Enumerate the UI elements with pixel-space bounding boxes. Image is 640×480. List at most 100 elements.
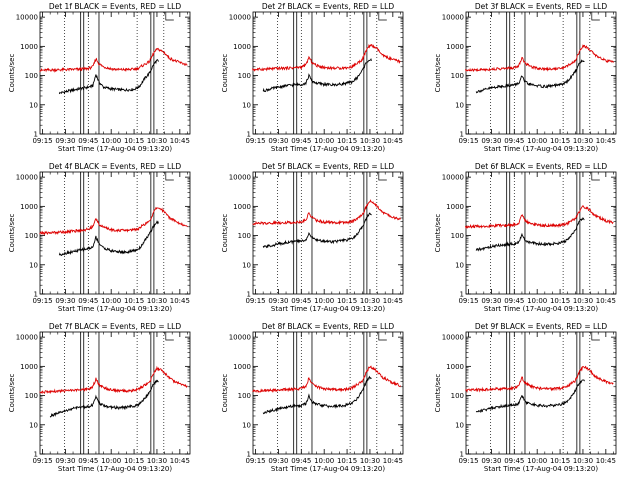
events-series-line — [475, 59, 585, 94]
x-tick-label: 09:15 — [245, 457, 265, 465]
y-tick-label: 1000 — [20, 363, 38, 371]
y-tick-label: 10000 — [16, 174, 38, 182]
corner-marker — [591, 12, 600, 21]
panel-title: Det 9f BLACK = Events, RED = LLD — [475, 322, 608, 331]
x-tick-label: 10:15 — [124, 457, 144, 465]
lld-series-line — [252, 365, 401, 394]
y-tick-label: 10000 — [442, 14, 464, 22]
x-tick-label: 09:30 — [55, 137, 75, 145]
x-tick-label: 09:30 — [268, 137, 288, 145]
x-axis-label: Start Time (17-Aug-04 09:13:20) — [271, 145, 385, 153]
corner-marker — [378, 12, 387, 21]
y-tick-label: 1000 — [233, 203, 251, 211]
x-tick-label: 09:30 — [55, 297, 75, 305]
y-tick-label: 1 — [34, 291, 38, 299]
lld-series-line — [465, 44, 614, 72]
detector-panel: 1 10 100 1000 10000 09:15 09:30 09:45 10:00 10:15… — [434, 322, 617, 473]
panel-title: Det 3f BLACK = Events, RED = LLD — [475, 2, 608, 11]
x-tick-label: 10:00 — [314, 137, 334, 145]
y-tick-label: 1000 — [20, 43, 38, 51]
y-tick-label: 10000 — [16, 334, 38, 342]
y-tick-label: 100 — [25, 72, 38, 80]
y-tick-label: 1000 — [20, 203, 38, 211]
y-tick-label: 100 — [25, 232, 38, 240]
y-tick-label: 1 — [247, 291, 251, 299]
x-tick-label: 10:30 — [360, 457, 380, 465]
x-tick-label: 10:30 — [147, 457, 167, 465]
x-tick-label: 10:00 — [314, 297, 334, 305]
x-tick-label: 10:45 — [170, 297, 190, 305]
y-tick-label: 10000 — [229, 334, 251, 342]
panel-title: Det 6f BLACK = Events, RED = LLD — [475, 162, 608, 171]
events-series-line — [475, 217, 585, 252]
x-tick-label: 09:15 — [458, 137, 478, 145]
x-tick-label: 09:45 — [291, 137, 311, 145]
x-tick-label: 10:45 — [383, 137, 403, 145]
x-tick-label: 10:15 — [337, 137, 357, 145]
x-tick-label: 10:15 — [337, 297, 357, 305]
y-tick-label: 10 — [242, 261, 251, 269]
detector-panel: 1 10 100 1000 10000 09:15 09:30 09:45 10:00 10:15… — [8, 322, 191, 473]
detector-panel: 1 10 100 1000 10000 09:15 09:30 09:45 10:00 10:15… — [434, 2, 617, 153]
y-tick-label: 100 — [238, 232, 251, 240]
x-tick-label: 09:45 — [78, 457, 98, 465]
x-tick-label: 09:45 — [78, 297, 98, 305]
corner-marker — [591, 172, 600, 181]
y-tick-label: 1000 — [446, 203, 464, 211]
lld-series-line — [465, 365, 614, 394]
panel-title: Det 5f BLACK = Events, RED = LLD — [262, 162, 395, 171]
events-series-line — [475, 379, 585, 414]
events-series-line — [262, 57, 372, 93]
plot-frame — [465, 331, 617, 455]
detector-panel: 1 10 100 1000 10000 09:15 09:30 09:45 10:00 10:15… — [8, 2, 191, 153]
corner-marker — [378, 332, 387, 341]
x-tick-label: 10:45 — [170, 137, 190, 145]
y-tick-label: 10 — [242, 101, 251, 109]
lld-series-line — [39, 206, 188, 236]
y-tick-label: 1000 — [233, 43, 251, 51]
x-axis-label: Start Time (17-Aug-04 09:13:20) — [484, 145, 598, 153]
corner-marker — [165, 332, 174, 341]
lld-series-line — [39, 365, 188, 395]
x-tick-label: 10:00 — [527, 137, 547, 145]
plot-frame — [252, 331, 404, 455]
events-series-line — [58, 220, 159, 257]
x-axis-label: Start Time (17-Aug-04 09:13:20) — [271, 305, 385, 313]
y-tick-label: 1 — [460, 131, 464, 139]
y-tick-label: 1000 — [446, 363, 464, 371]
x-tick-label: 10:00 — [101, 297, 121, 305]
y-tick-label: 1000 — [446, 43, 464, 51]
y-tick-label: 10000 — [442, 334, 464, 342]
plot-frame — [252, 171, 404, 295]
x-axis-label: Start Time (17-Aug-04 09:13:20) — [484, 465, 598, 473]
x-tick-label: 09:30 — [481, 457, 501, 465]
y-tick-label: 10 — [455, 261, 464, 269]
x-tick-label: 09:30 — [268, 297, 288, 305]
y-tick-label: 10 — [242, 421, 251, 429]
x-tick-label: 10:00 — [314, 457, 334, 465]
x-tick-label: 09:45 — [504, 297, 524, 305]
y-tick-label: 10000 — [229, 174, 251, 182]
x-tick-label: 09:45 — [78, 137, 98, 145]
x-tick-label: 10:45 — [596, 457, 616, 465]
x-tick-label: 09:15 — [32, 137, 52, 145]
events-series-line — [49, 379, 159, 418]
lld-series-line — [252, 199, 401, 226]
y-tick-label: 1000 — [233, 363, 251, 371]
panel-title: Det 4f BLACK = Events, RED = LLD — [49, 162, 182, 171]
x-tick-label: 10:45 — [596, 137, 616, 145]
panel-title: Det 8f BLACK = Events, RED = LLD — [262, 322, 395, 331]
y-tick-label: 1 — [460, 291, 464, 299]
y-tick-label: 1 — [247, 451, 251, 459]
x-tick-label: 09:45 — [504, 457, 524, 465]
plot-frame — [465, 11, 617, 135]
y-tick-label: 10000 — [442, 174, 464, 182]
x-tick-label: 10:00 — [101, 137, 121, 145]
x-tick-label: 09:30 — [481, 137, 501, 145]
y-axis-label: Counts/sec — [8, 214, 16, 253]
detector-panel: 1 10 100 1000 10000 09:15 09:30 09:45 10:00 10:15… — [221, 162, 404, 313]
x-tick-label: 09:30 — [55, 457, 75, 465]
y-axis-label: Counts/sec — [221, 214, 229, 253]
y-tick-label: 10 — [455, 421, 464, 429]
